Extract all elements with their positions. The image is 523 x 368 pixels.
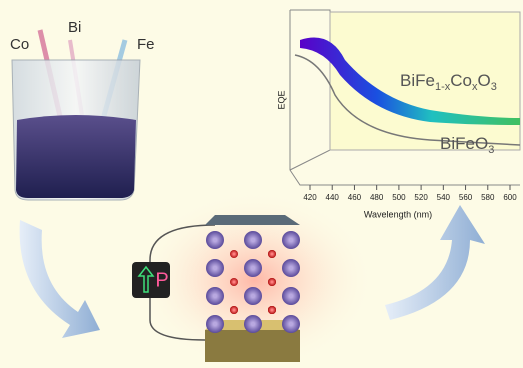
label-part: 3 <box>491 81 497 93</box>
x-tick-label: 520 <box>414 193 428 202</box>
x-tick-label: 560 <box>459 193 473 202</box>
atom <box>268 306 276 314</box>
atom <box>244 231 262 249</box>
x-tick-label: 460 <box>348 193 362 202</box>
atom <box>230 306 238 314</box>
y-label: EQE <box>276 90 286 109</box>
atom <box>244 315 262 333</box>
graphic: CoBiFe 420440460480500520540560580600 Wa… <box>0 0 523 368</box>
label-part: 1-x <box>435 81 451 93</box>
atom <box>282 259 300 277</box>
atom <box>244 287 262 305</box>
x-tick-label: 500 <box>392 193 406 202</box>
atom <box>206 231 224 249</box>
atom <box>282 287 300 305</box>
atom <box>268 278 276 286</box>
atom <box>282 315 300 333</box>
label-part: BiFe <box>400 71 435 90</box>
metal-label: Fe <box>137 36 155 53</box>
label-part: O <box>477 71 490 90</box>
atom <box>230 278 238 286</box>
metal-label: Co <box>10 36 29 53</box>
atom <box>230 250 238 258</box>
x-tick-label: 580 <box>481 193 495 202</box>
polarization-label: P <box>155 269 168 291</box>
label-part: Co <box>450 71 472 90</box>
undoped-label: BiFeO3 <box>440 134 494 155</box>
atom <box>206 287 224 305</box>
metal-label: Bi <box>68 19 81 36</box>
x-tick-label: 440 <box>326 193 340 202</box>
atom <box>206 315 224 333</box>
atom <box>282 231 300 249</box>
x-tick-label: 600 <box>503 193 517 202</box>
atom <box>268 250 276 258</box>
atom <box>206 259 224 277</box>
x-tick-label: 480 <box>370 193 384 202</box>
label-part: 3 <box>488 144 494 156</box>
x-label: Wavelength (nm) <box>364 209 432 219</box>
label-part: BiFeO <box>440 134 488 153</box>
atom <box>244 259 262 277</box>
x-tick-label: 540 <box>437 193 451 202</box>
